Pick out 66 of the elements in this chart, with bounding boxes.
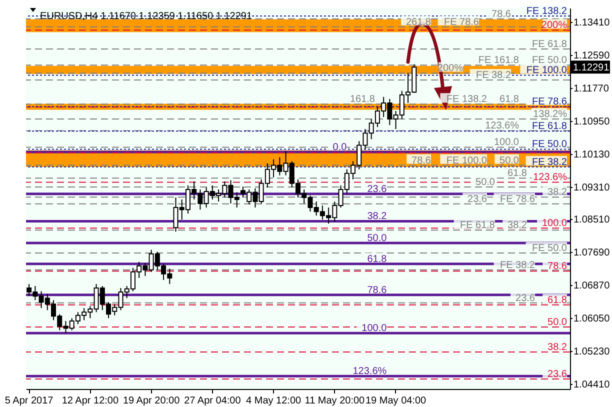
y-tick-label: 1.10130 [574,150,610,161]
annotation: 23.6 [468,194,488,205]
annotation: 61.8 [500,94,520,106]
y-tick-label: 1.08510 [574,214,610,226]
annotation: FE 78.6 [444,16,480,28]
annotation: 23.6 [516,292,536,304]
annotation: 23.6 [548,368,568,380]
annotation: FE 38.2 [476,70,512,82]
annotation: 100.0 [542,218,568,230]
annotation: 123.6% [533,172,568,184]
annotation: 23.6 [367,184,388,195]
annotation: FE 100.0 [526,65,568,76]
y-tick-label: 1.06870 [574,280,610,292]
y-tick-label: 1.13410 [574,18,610,29]
annotation: 38.2 [508,220,528,232]
y-tick-label: 1.05230 [574,346,610,358]
annotation: FE 50.0 [532,243,568,254]
annotation: 38.2 [367,211,388,222]
y-tick-label: 1.09310 [574,182,610,194]
annotation: 0.0 [332,142,348,154]
y-tick-label: 1.12590 [574,50,610,62]
annotation: 38.2 [548,187,568,198]
annotation: 78.6 [548,261,568,272]
annotation: 100.0 [362,323,388,334]
annotation: 200% [541,20,568,32]
x-tick-label: 12 Apr 12:00 [62,396,119,406]
annotation: FE 50.0 [532,55,568,66]
annotation: FE 61.8 [460,220,496,232]
annotation: 161.8 [350,94,376,106]
annotation: 100.0 [494,137,520,148]
annotation: 50.0 [367,232,388,244]
annotation: 1.12291 [573,62,610,74]
annotation: 61.8 [508,168,528,180]
annotation: FE 138.2 [446,94,488,106]
annotation: FE 78.6 [500,194,536,205]
annotation: 50.0 [476,177,496,188]
y-tick-label: 1.10950 [574,116,610,128]
annotation: 61.8 [548,294,568,306]
x-tick-label: 4 May 12:00 [246,396,302,406]
y-tick-label: 1.11770 [574,84,610,95]
annotation: 78.6 [492,8,512,20]
x-tick-label: 19 May 04:00 [365,396,427,406]
x-tick-label: 27 Apr 04:00 [184,396,242,406]
annotation: FE 61.8 [532,121,568,132]
x-tick-label: 5 Apr 2017 [4,396,54,406]
annotation: 123.6% [352,366,387,378]
annotation: FE 38.2 [532,156,568,168]
annotation: 123.6% [485,120,520,132]
annotation: 38.2 [548,342,568,353]
annotation: 78.6 [367,284,388,296]
annotation: 138.2% [533,109,568,120]
annotation: FE 161.8 [478,55,520,66]
x-tick-label: 11 May 20:00 [304,396,366,406]
y-tick-label: 1.04410 [574,380,610,391]
annotation: FE 138.2 [526,6,568,18]
y-tick-label: 1.07690 [574,248,610,259]
y-tick-label: 1.06050 [574,314,610,325]
annotation: FE 38.2 [500,260,536,271]
annotation: 261.8 [406,16,432,28]
annotation: FE 61.8 [532,39,568,50]
chart-title: EURUSD,H4 1.11670 1.12359 1.11650 1.12291 [40,11,252,22]
x-tick-label: 19 Apr 20:00 [122,396,180,406]
annotation: FE 50.0 [532,139,568,150]
annotation: FE 78.6 [532,96,568,108]
annotation: 61.8 [367,254,388,265]
annotation: 50.0 [548,317,568,328]
